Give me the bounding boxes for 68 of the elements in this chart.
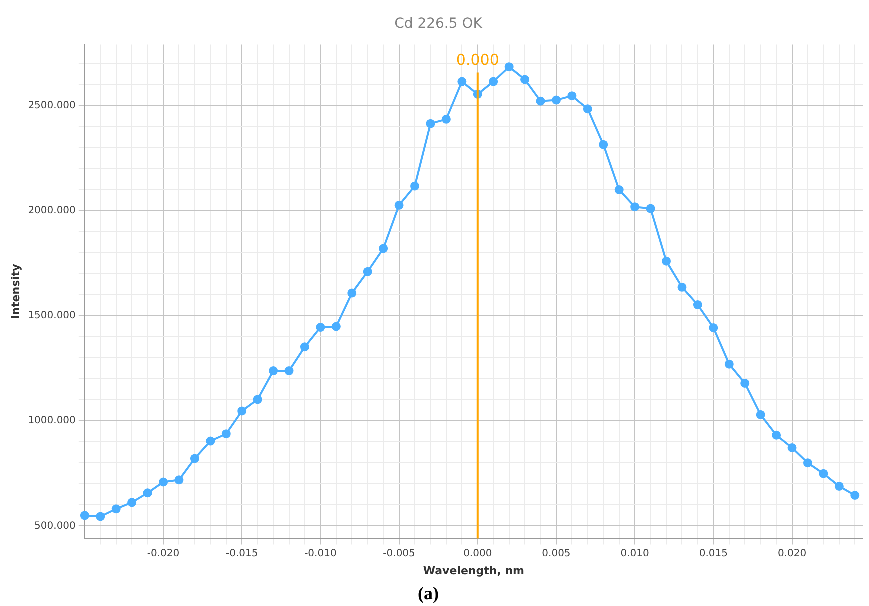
point — [458, 77, 467, 86]
point — [834, 482, 844, 491]
point — [348, 288, 357, 298]
point — [96, 512, 106, 522]
point — [206, 436, 216, 446]
y-tick-label: 2000.000 — [28, 205, 76, 216]
chart-title: Cd 226.5 OK — [394, 16, 484, 32]
point — [426, 119, 436, 128]
point — [788, 443, 797, 452]
point — [269, 366, 278, 376]
point — [819, 469, 828, 478]
point — [630, 202, 640, 212]
x-tick-label: 0.015 — [699, 548, 728, 560]
point — [253, 395, 262, 404]
point — [363, 267, 372, 276]
point — [662, 256, 672, 266]
x-tick-label: -0.005 — [383, 548, 416, 560]
point — [772, 430, 782, 440]
point — [850, 490, 860, 500]
point — [332, 322, 341, 332]
x-tick-label: -0.015 — [226, 548, 258, 560]
point — [693, 300, 702, 310]
point — [646, 204, 656, 214]
x-tick-label: 0.005 — [542, 548, 571, 560]
point — [159, 478, 168, 487]
x-tick-label: -0.020 — [147, 548, 180, 560]
x-tick-label: -0.010 — [304, 548, 337, 560]
y-tick-label: 500.000 — [34, 520, 76, 532]
x-axis-title: Wavelength, nm — [423, 564, 525, 578]
point — [520, 75, 530, 84]
point — [80, 511, 90, 520]
point — [174, 476, 184, 485]
point — [536, 96, 546, 106]
point — [143, 488, 152, 498]
point — [724, 360, 734, 369]
point — [379, 244, 388, 254]
x-tick-label: 0.020 — [778, 548, 807, 560]
point — [442, 114, 451, 124]
text: (a) — [418, 584, 439, 604]
point — [128, 498, 137, 508]
point — [284, 366, 294, 376]
point — [222, 430, 231, 439]
point — [740, 378, 750, 388]
point — [583, 104, 592, 114]
point — [410, 182, 420, 191]
x-tick-label: 0.010 — [620, 548, 650, 560]
y-tick-label: 2500.000 — [28, 100, 76, 112]
point — [599, 140, 608, 150]
point — [112, 504, 121, 514]
y-tick-label: 1500.000 — [28, 310, 76, 322]
point — [552, 96, 561, 105]
point — [614, 186, 624, 195]
point — [504, 62, 514, 72]
point — [709, 323, 718, 332]
point — [803, 458, 812, 468]
point — [568, 92, 577, 101]
ref-line-label: 0.000 — [456, 51, 500, 70]
point — [238, 406, 247, 416]
y-axis-title: Intensity — [9, 264, 22, 320]
point — [394, 200, 404, 210]
point — [316, 323, 326, 332]
y-tick-label: 1000.000 — [28, 416, 76, 427]
x-tick-label: 0.000 — [464, 548, 492, 560]
point — [756, 410, 766, 420]
point — [489, 77, 498, 86]
point — [300, 342, 310, 352]
point — [190, 454, 200, 464]
point — [678, 282, 687, 292]
